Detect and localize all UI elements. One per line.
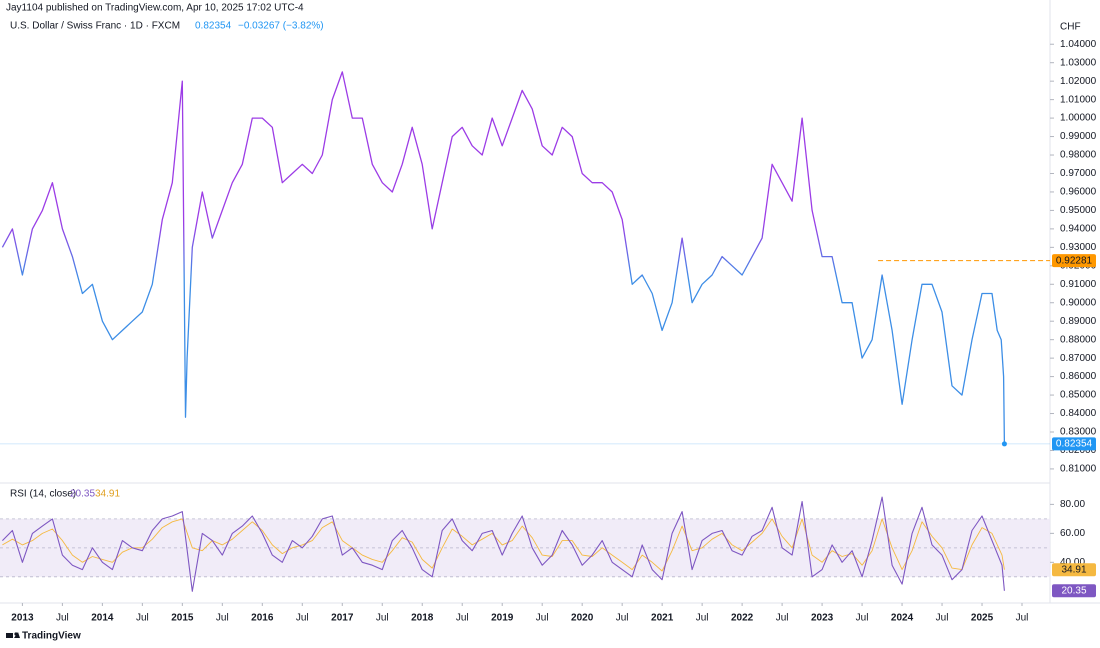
x-tick-label: 2025 (971, 613, 994, 624)
y-tick-label: 1.04000 (1060, 39, 1097, 50)
level-label: 0.92281 (1056, 255, 1093, 266)
x-tick-label: 2016 (251, 613, 274, 624)
x-tick-label: 2020 (571, 613, 594, 624)
x-tick-label: Jul (56, 613, 69, 624)
y-tick-label: 0.99000 (1060, 131, 1097, 142)
rsi-ma-value: 34.91 (95, 489, 120, 500)
level-label-box (1052, 254, 1096, 268)
rsi-last-label-0: 20.35 (1061, 585, 1086, 596)
x-tick-label: 2018 (411, 613, 434, 624)
x-tick-label: 2014 (91, 613, 114, 624)
y-tick-label: 60.00 (1060, 528, 1085, 539)
x-tick-label: Jul (856, 613, 869, 624)
x-tick-label: 2021 (651, 613, 674, 624)
y-tick-label: 0.97000 (1060, 168, 1097, 179)
last-point (1001, 441, 1007, 447)
x-tick-label: Jul (1016, 613, 1029, 624)
x-tick-label: Jul (296, 613, 309, 624)
y-tick-label: 0.85000 (1060, 390, 1097, 401)
rsi-last-label-1: 34.91 (1061, 564, 1086, 575)
y-axis-label: CHF (1060, 22, 1081, 33)
y-tick-label: 0.89000 (1060, 316, 1097, 327)
y-tick-label: 1.02000 (1060, 76, 1097, 87)
symbol: U.S. Dollar / Swiss Franc · 1D · FXCM (10, 21, 180, 32)
y-tick-label: 1.01000 (1060, 94, 1097, 105)
y-tick-label: 0.84000 (1060, 408, 1097, 419)
brand: TradingView (22, 631, 81, 642)
x-tick-label: 2015 (171, 613, 194, 624)
x-tick-label: Jul (376, 613, 389, 624)
publisher: Jay1104 published on TradingView.com, Ap… (6, 3, 304, 14)
x-tick-label: 2019 (491, 613, 514, 624)
x-tick-label: Jul (216, 613, 229, 624)
x-tick-label: Jul (536, 613, 549, 624)
rsi-value: 20.35 (70, 489, 95, 500)
x-tick-label: 2024 (891, 613, 914, 624)
logo (6, 632, 20, 638)
x-tick-label: 2022 (731, 613, 754, 624)
y-tick-label: 80.00 (1060, 499, 1085, 510)
x-tick-label: Jul (696, 613, 709, 624)
y-tick-label: 0.82000 (1060, 445, 1097, 456)
y-tick-label: 1.03000 (1060, 57, 1097, 68)
series-line (2, 518, 1005, 572)
rsi-last-label-0-box (1052, 584, 1096, 598)
series-line (1, 71, 1006, 444)
y-tick-label: 0.96000 (1060, 187, 1097, 198)
y-tick-label: 0.90000 (1060, 297, 1097, 308)
series-line (2, 496, 1005, 592)
y-tick-label: 40.00 (1060, 557, 1085, 568)
y-tick-label: 0.95000 (1060, 205, 1097, 216)
y-tick-label: 0.91000 (1060, 279, 1097, 290)
last-price-label-box (1052, 437, 1096, 451)
y-tick-label: 0.81000 (1060, 464, 1097, 475)
rsi-title: RSI (14, close) (10, 489, 76, 500)
x-tick-label: 2023 (811, 613, 834, 624)
y-tick-label: 0.93000 (1060, 242, 1097, 253)
y-tick-label: 1.00000 (1060, 113, 1097, 124)
change: −0.03267 (−3.82%) (238, 21, 324, 32)
y-tick-label: 0.86000 (1060, 371, 1097, 382)
x-tick-label: Jul (776, 613, 789, 624)
y-tick-label: 0.94000 (1060, 224, 1097, 235)
rsi-last-label-1-box (1052, 563, 1096, 577)
last-price: 0.82354 (195, 21, 232, 32)
y-tick-label: 0.83000 (1060, 427, 1097, 438)
y-tick-label: 0.88000 (1060, 334, 1097, 345)
x-tick-label: Jul (456, 613, 469, 624)
x-tick-label: Jul (136, 613, 149, 624)
y-tick-label: 0.98000 (1060, 150, 1097, 161)
y-tick-label: 0.87000 (1060, 353, 1097, 364)
x-tick-label: 2013 (11, 613, 34, 624)
x-tick-label: Jul (936, 613, 949, 624)
last-price-label: 0.82354 (1056, 439, 1093, 450)
x-tick-label: Jul (616, 613, 629, 624)
x-tick-label: 2017 (331, 613, 354, 624)
